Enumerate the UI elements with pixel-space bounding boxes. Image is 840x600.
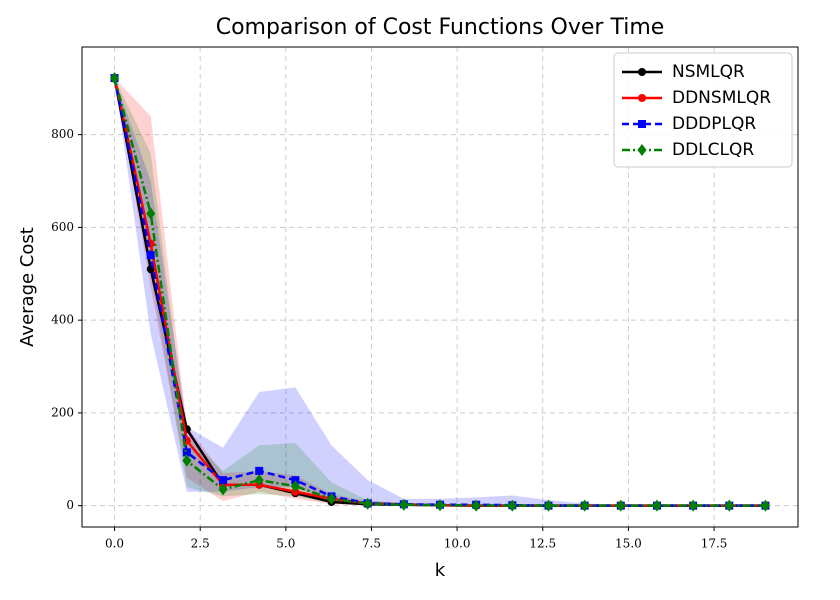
marker bbox=[182, 454, 192, 467]
x-tick-label: 2.5 bbox=[191, 537, 210, 551]
marker bbox=[724, 499, 734, 512]
marker bbox=[638, 68, 646, 76]
y-tick-label: 600 bbox=[51, 220, 74, 234]
y-axis-label: Average Cost bbox=[17, 227, 38, 347]
marker bbox=[638, 120, 646, 128]
marker bbox=[580, 499, 590, 512]
x-tick-label: 5.0 bbox=[276, 537, 295, 551]
marker bbox=[291, 476, 300, 485]
marker bbox=[290, 480, 300, 493]
marker bbox=[616, 499, 626, 512]
y-tick-label: 800 bbox=[51, 127, 74, 141]
y-tick-label: 0 bbox=[66, 498, 74, 512]
x-tick-label: 10.0 bbox=[444, 537, 471, 551]
legend-label: DDDPLQR bbox=[672, 114, 756, 134]
x-tick-label: 12.5 bbox=[529, 537, 556, 551]
marker bbox=[760, 499, 770, 512]
marker bbox=[254, 474, 264, 487]
marker bbox=[146, 207, 156, 220]
marker bbox=[110, 72, 120, 85]
x-tick-label: 7.5 bbox=[362, 537, 381, 551]
marker bbox=[182, 448, 191, 457]
x-axis-label: k bbox=[435, 560, 446, 581]
x-tick-label: 0.0 bbox=[105, 537, 124, 551]
y-tick-label: 400 bbox=[51, 313, 74, 327]
marker bbox=[363, 497, 373, 510]
legend-label: DDLCLQR bbox=[672, 140, 754, 160]
marker bbox=[327, 492, 337, 505]
plot-frame bbox=[81, 46, 799, 528]
marker bbox=[638, 94, 646, 102]
legend-label: NSMLQR bbox=[672, 62, 745, 82]
marker bbox=[688, 499, 698, 512]
y-tick-label: 200 bbox=[51, 405, 74, 419]
marker bbox=[218, 483, 228, 496]
confidence-band bbox=[114, 78, 766, 506]
legend: NSMLQR DDNSMLQR DDDPLQR DDLCLQR bbox=[613, 52, 793, 168]
marker bbox=[543, 499, 553, 512]
marker bbox=[219, 476, 228, 485]
marker bbox=[255, 466, 264, 475]
legend-label: DDNSMLQR bbox=[672, 88, 771, 108]
marker bbox=[435, 499, 445, 512]
marker bbox=[471, 499, 481, 512]
marker bbox=[146, 251, 155, 260]
marker bbox=[399, 498, 409, 511]
x-tick-label: 15.0 bbox=[615, 537, 642, 551]
chart-title: Comparison of Cost Functions Over Time bbox=[216, 15, 665, 40]
marker bbox=[637, 144, 647, 156]
x-tick-label: 17.5 bbox=[701, 537, 728, 551]
marker bbox=[507, 499, 517, 512]
marker bbox=[652, 499, 662, 512]
legend-box bbox=[613, 52, 793, 168]
